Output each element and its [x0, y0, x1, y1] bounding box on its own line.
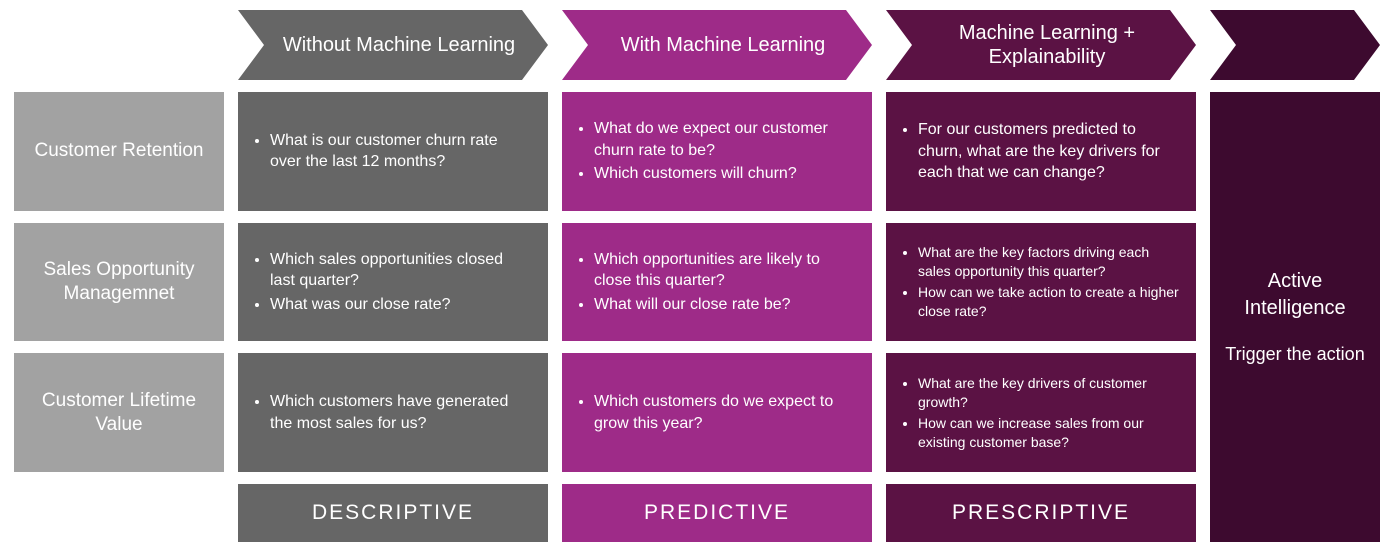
row-label-r2: Sales Opportunity Managemnet [14, 223, 224, 342]
cell-r1c3: For our customers predicted to churn, wh… [886, 92, 1196, 211]
comparison-matrix: Without Machine Learning With Machine Le… [14, 10, 1386, 542]
cell-r1c2: What do we expect our customer churn rat… [562, 92, 872, 211]
row-label-r3-text: Customer Lifetime Value [24, 389, 214, 437]
header-spacer [14, 10, 224, 80]
cell-r3c1: Which customers have generated the most … [238, 353, 548, 472]
row-label-r1: Customer Retention [14, 92, 224, 211]
cell-r2c3: What are the key factors driving each sa… [886, 223, 1196, 342]
footer-spacer [14, 484, 224, 542]
side-panel-subtitle: Trigger the action [1225, 342, 1364, 366]
cell-r2c1-item0: Which sales opportunities closed last qu… [270, 249, 532, 292]
cell-r3c3: What are the key drivers of customer gro… [886, 353, 1196, 472]
cell-r2c3-item0: What are the key factors driving each sa… [918, 243, 1180, 281]
cell-r2c2-item1: What will our close rate be? [594, 294, 856, 316]
cell-r3c3-item0: What are the key drivers of customer gro… [918, 374, 1180, 412]
cell-r3c2: Which customers do we expect to grow thi… [562, 353, 872, 472]
cell-r3c1-item0: Which customers have generated the most … [270, 391, 532, 434]
cell-r2c1: Which sales opportunities closed last qu… [238, 223, 548, 342]
footer-col2-text: PREDICTIVE [644, 501, 790, 525]
side-panel: Active Intelligence Trigger the action [1210, 92, 1380, 542]
cell-r1c1: What is our customer churn rate over the… [238, 92, 548, 211]
footer-col1: DESCRIPTIVE [238, 484, 548, 542]
cell-r2c3-item1: How can we take action to create a highe… [918, 283, 1180, 321]
footer-col1-text: DESCRIPTIVE [312, 501, 474, 525]
cell-r1c1-item0: What is our customer churn rate over the… [270, 130, 532, 173]
header-col3-arrow: Machine Learning + Explainability [886, 10, 1196, 80]
cell-r2c2-item0: Which opportunities are likely to close … [594, 249, 856, 292]
footer-col2: PREDICTIVE [562, 484, 872, 542]
cell-r1c2-item0: What do we expect our customer churn rat… [594, 118, 856, 161]
header-col1-arrow: Without Machine Learning [238, 10, 548, 80]
cell-r3c2-item0: Which customers do we expect to grow thi… [594, 391, 856, 434]
header-col2-arrow: With Machine Learning [562, 10, 872, 80]
cell-r2c1-item1: What was our close rate? [270, 294, 532, 316]
header-final-arrow [1210, 10, 1380, 80]
row-label-r2-text: Sales Opportunity Managemnet [24, 258, 214, 306]
cell-r3c3-item1: How can we increase sales from our exist… [918, 414, 1180, 452]
cell-r1c3-item0: For our customers predicted to churn, wh… [918, 119, 1180, 184]
side-panel-title: Active Intelligence [1220, 268, 1370, 322]
footer-col3: PRESCRIPTIVE [886, 484, 1196, 542]
header-col3-label: Machine Learning + Explainability [918, 21, 1176, 69]
header-col1-label: Without Machine Learning [283, 33, 515, 57]
row-label-r3: Customer Lifetime Value [14, 353, 224, 472]
header-col2-label: With Machine Learning [621, 33, 826, 57]
footer-col3-text: PRESCRIPTIVE [952, 501, 1130, 525]
row-label-r1-text: Customer Retention [35, 139, 204, 163]
cell-r1c2-item1: Which customers will churn? [594, 163, 856, 185]
cell-r2c2: Which opportunities are likely to close … [562, 223, 872, 342]
